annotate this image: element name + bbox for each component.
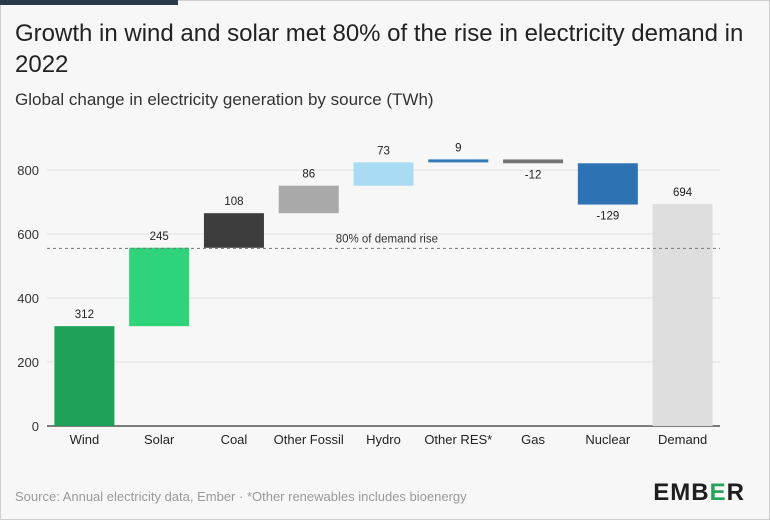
x-tick-label: Solar <box>144 432 175 447</box>
source-note: Source: Annual electricity data, Ember ·… <box>15 489 467 504</box>
bar-value-label: 9 <box>455 142 461 154</box>
bar-gas <box>503 159 564 164</box>
reference-line-label: 80% of demand rise <box>336 233 438 245</box>
y-tick-label: 200 <box>17 355 39 370</box>
bar-value-label: 312 <box>75 309 94 321</box>
bar-value-label: -12 <box>525 169 542 181</box>
bar-value-label: 245 <box>150 231 169 243</box>
x-tick-label: Coal <box>221 432 248 447</box>
bar-solar <box>129 247 190 327</box>
bar-nuclear <box>577 163 638 205</box>
y-tick-label: 600 <box>17 227 39 242</box>
y-tick-label: 400 <box>17 291 39 306</box>
x-tick-label: Demand <box>658 432 707 447</box>
x-tick-label: Other RES* <box>424 432 492 447</box>
x-tick-label: Hydro <box>366 432 401 447</box>
bar-value-label: -129 <box>596 211 619 223</box>
x-tick-label: Gas <box>521 432 545 447</box>
y-tick-label: 800 <box>17 163 39 178</box>
bar-value-label: 108 <box>224 196 243 208</box>
chart-title: Growth in wind and solar met 80% of the … <box>15 20 744 78</box>
bar-demand <box>652 203 713 426</box>
bar-value-label: 694 <box>673 187 693 199</box>
x-tick-label: Wind <box>70 432 100 447</box>
bar-value-label: 86 <box>302 169 315 181</box>
bar-other-res <box>428 159 489 163</box>
bar-value-label: 73 <box>377 145 390 157</box>
logo-text-post: R <box>726 479 745 506</box>
header-accent-bar <box>0 0 178 5</box>
logo-text-pre: EMB <box>653 479 710 506</box>
ember-logo: EMBER <box>653 479 745 507</box>
bar-wind <box>54 326 115 426</box>
y-tick-label: 0 <box>32 419 39 434</box>
logo-text-accent: E <box>709 479 727 506</box>
x-tick-label: Other Fossil <box>274 432 344 447</box>
bar-hydro <box>353 162 414 186</box>
bar-other-fossil <box>278 185 339 214</box>
x-tick-label: Nuclear <box>585 432 630 447</box>
bar-coal <box>203 213 264 248</box>
chart-subtitle: Global change in electricity generation … <box>15 90 434 109</box>
